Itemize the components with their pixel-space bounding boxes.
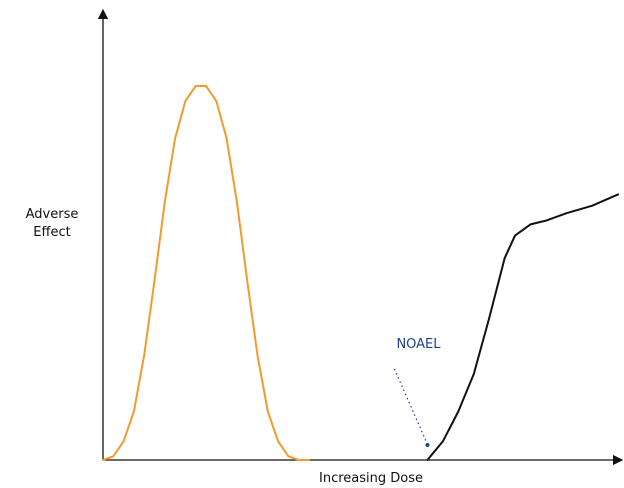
series-line-1 xyxy=(102,85,310,461)
x-axis-label: Increasing Dose xyxy=(319,471,423,486)
y-axis-label-line-2: Effect xyxy=(33,225,70,240)
series-layer xyxy=(102,85,619,461)
annotation-pointer-1 xyxy=(393,368,427,443)
series-line-2 xyxy=(426,193,619,461)
annotation-point-1 xyxy=(425,443,430,448)
annotation-layer: NOAEL xyxy=(393,337,441,448)
annotation-label-1: NOAEL xyxy=(396,337,441,352)
y-axis-label-line-1: Adverse xyxy=(26,207,79,222)
